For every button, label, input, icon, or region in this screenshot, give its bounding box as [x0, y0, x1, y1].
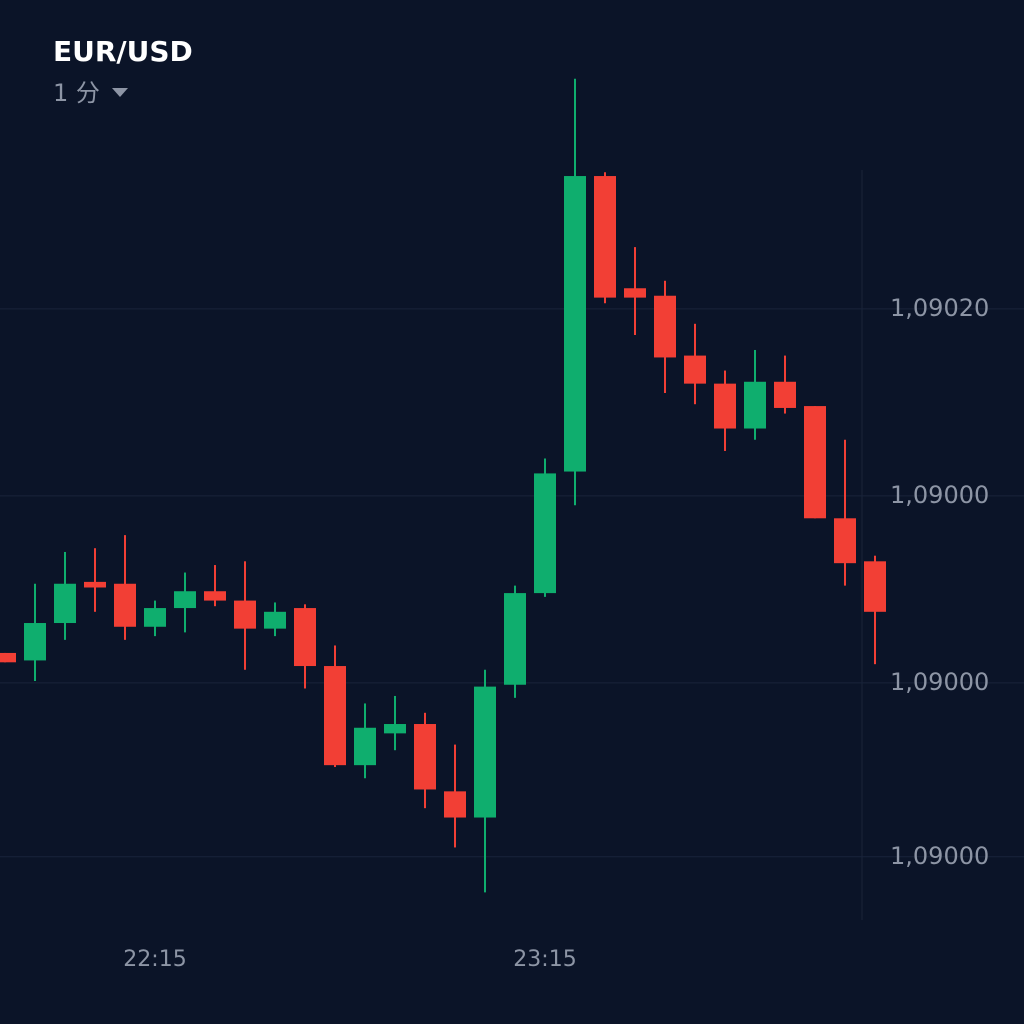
candle-body: [624, 288, 646, 298]
candle-body: [204, 591, 226, 601]
candle-body: [654, 295, 676, 358]
candle-body: [384, 724, 406, 734]
candle-body: [534, 473, 556, 594]
y-tick-label: 1,09020: [890, 294, 989, 322]
x-tick-label: 23:15: [513, 947, 576, 972]
candle-body: [504, 593, 526, 685]
candle-body: [684, 355, 706, 384]
candle-body: [324, 666, 346, 766]
candle-body: [264, 611, 286, 629]
y-tick-label: 1,09000: [890, 842, 989, 870]
candle-body: [174, 591, 196, 609]
candle-body: [864, 561, 886, 612]
candle-body: [594, 176, 616, 298]
y-tick-label: 1,09000: [890, 668, 989, 696]
candle-body: [144, 608, 166, 627]
interval-selector[interactable]: 1 分: [53, 79, 100, 107]
candles: [0, 78, 886, 893]
candle-body: [84, 581, 106, 588]
candle-body: [564, 176, 586, 472]
candle-body: [804, 406, 826, 519]
chart-title: EUR/USD: [53, 35, 193, 68]
candle-body: [444, 791, 466, 818]
axis-labels: 1,09020 1,09000 1,09000 1,09000 22:15 23:15: [123, 294, 989, 972]
candle-body: [414, 724, 436, 790]
candle-body: [234, 600, 256, 629]
candle-body: [774, 381, 796, 408]
candle-body: [294, 608, 316, 667]
candle-body: [114, 583, 136, 627]
candle-body: [474, 686, 496, 818]
candle-body: [834, 518, 856, 564]
candle-body: [54, 583, 76, 624]
candle-body: [24, 623, 46, 661]
candle-body: [744, 381, 766, 429]
x-tick-label: 22:15: [123, 947, 186, 972]
candle-body: [354, 727, 376, 766]
y-tick-label: 1,09000: [890, 481, 989, 509]
candle-body: [714, 383, 736, 429]
candle-body: [0, 652, 16, 663]
dropdown-arrow[interactable]: [112, 88, 128, 97]
